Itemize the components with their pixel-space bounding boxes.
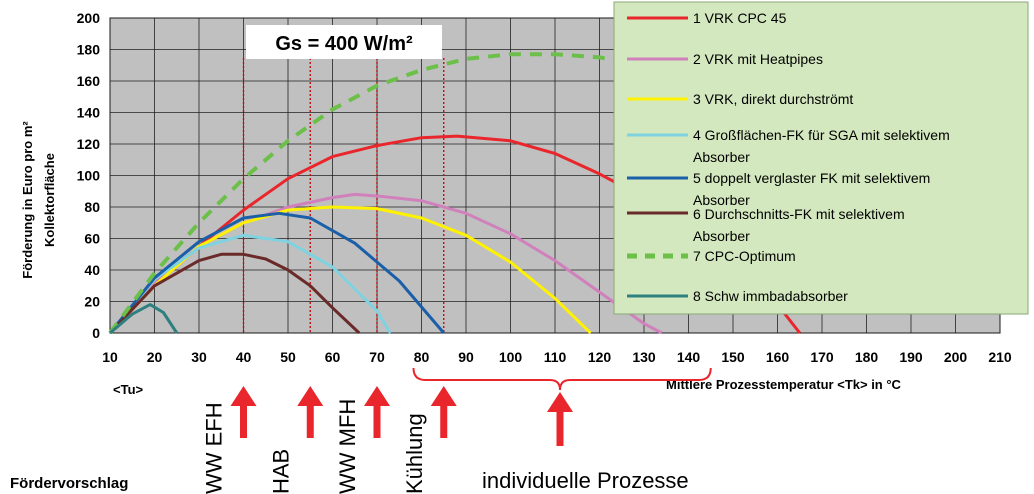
x-tick-label: 30 (191, 349, 207, 365)
x-tick-label: 70 (369, 349, 385, 365)
x-axis-title: Mittlere Prozesstemperatur <Tk> in °C (666, 377, 902, 392)
y-tick-label: 20 (84, 294, 100, 310)
x-tick-label: 50 (280, 349, 296, 365)
y-axis-title-line2: Kollektorfläche (42, 153, 57, 247)
arrow-head (430, 386, 457, 406)
legend-label: Absorber (693, 192, 750, 208)
arrow (230, 386, 257, 438)
x-ticks: 10 20 30 40 50 60 70 80 90 100 110 120 130 140 150 160 1… (102, 349, 1012, 365)
x-tick-label: 210 (988, 349, 1012, 365)
arrows: WW EFH HAB WW MFH Kühlung (202, 386, 573, 494)
x-tick-label: 140 (677, 349, 701, 365)
bracket-path (412, 367, 712, 391)
arrow-head (364, 386, 390, 406)
series-line (108, 52, 958, 335)
legend-label: 2 VRK mit Heatpipes (693, 51, 823, 67)
series-line (108, 233, 392, 334)
arrow (364, 386, 390, 438)
legend-label: 6 Durchschnitts-FK mit selektivem (693, 206, 905, 222)
y-tick-label: 100 (77, 168, 101, 184)
bracket-label: individuelle Prozesse (482, 468, 689, 493)
x-tick-label: 60 (325, 349, 341, 365)
arrow-label: Kühlung (402, 413, 427, 494)
arrow-shaft (373, 404, 381, 438)
x-tick-label: 120 (588, 349, 612, 365)
x-tick-label: 20 (147, 349, 163, 365)
x-tick-label: 170 (810, 349, 834, 365)
legend-label: Absorber (693, 228, 750, 244)
x-tick-label: 190 (899, 349, 923, 365)
legend-label: Absorber (693, 149, 750, 165)
y-tick-label: 40 (84, 262, 100, 278)
arrow-shaft (440, 404, 448, 438)
arrow-head (230, 386, 257, 406)
series-line (108, 252, 361, 335)
y-tick-label: 140 (77, 105, 101, 121)
arrow-shaft (240, 404, 247, 438)
arrow-label: HAB (268, 449, 293, 494)
x-tick-label: 200 (944, 349, 968, 365)
legend-label: 4 Großflächen-FK für SGA mit selektivem (693, 127, 950, 143)
y-tick-label: 160 (77, 73, 101, 89)
arrow-head (547, 392, 573, 412)
series-line (108, 211, 445, 334)
y-axis-title-line1: Förderung in Euro pro m² (20, 121, 35, 279)
y-tick-label: 120 (77, 136, 101, 152)
x-tick-label: 90 (458, 349, 474, 365)
y-tick-label: 180 (77, 42, 101, 58)
arrow-label: WW EFH (202, 402, 227, 494)
series-line (109, 303, 179, 335)
annotation-bg (246, 25, 442, 59)
annotation-text: Gs = 400 W/m² (275, 33, 413, 55)
x-tick-label: 110 (544, 349, 567, 365)
arrow (297, 386, 324, 438)
x-tick-label: 130 (632, 349, 656, 365)
x-tick-label: 180 (855, 349, 879, 365)
legend: 1 VRK CPC 45 2 VRK mit Heatpipes 3 VRK, di… (613, 1, 1029, 315)
arrow-shaft (556, 410, 564, 446)
y-tick-label: 0 (92, 325, 100, 341)
bracket (412, 367, 712, 391)
x-tick-label: 10 (102, 349, 118, 365)
tu-label: <Tu> (113, 382, 144, 397)
arrow (547, 392, 573, 446)
y-tick-label: 60 (84, 231, 100, 247)
legend-label: 8 Schw immbadabsorber (693, 288, 848, 304)
x-tick-label: 150 (721, 349, 745, 365)
x-tick-label: 80 (414, 349, 430, 365)
arrow-shaft (306, 404, 314, 438)
y-tick-label: 200 (77, 10, 101, 26)
arrow (430, 386, 457, 438)
y-ticks: 0 20 40 60 80 100 120 140 160 180 200 (77, 10, 101, 341)
legend-label: 7 CPC-Optimum (693, 248, 796, 264)
x-tick-label: 160 (766, 349, 790, 365)
proposal-label: Fördervorschlag (10, 475, 128, 492)
x-tick-label: 100 (499, 349, 523, 365)
y-tick-label: 80 (84, 199, 100, 215)
annotation-box: Gs = 400 W/m² (246, 25, 442, 59)
x-tick-label: 40 (236, 349, 252, 365)
legend-label: 3 VRK, direkt durchströmt (693, 91, 853, 107)
legend-label: 1 VRK CPC 45 (693, 10, 787, 26)
legend-box (613, 1, 1029, 315)
legend-label: 5 doppelt verglaster FK mit selektivem (693, 170, 930, 186)
arrow-head (297, 386, 324, 406)
arrow-label: WW MFH (335, 399, 360, 494)
